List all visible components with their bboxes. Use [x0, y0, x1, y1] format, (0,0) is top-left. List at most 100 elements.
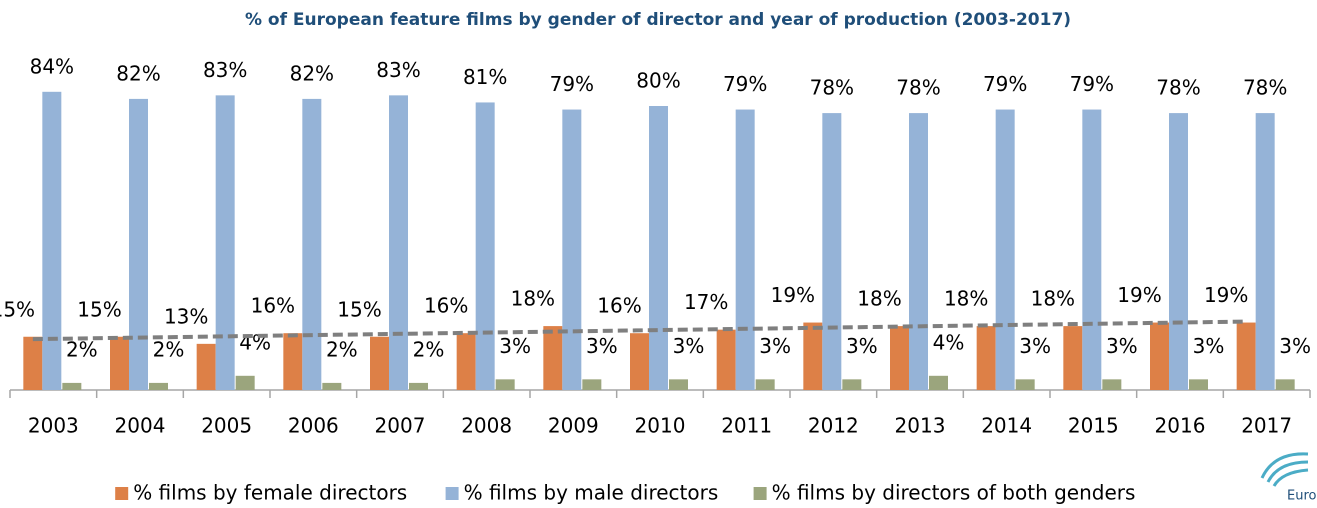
bar	[562, 109, 582, 391]
bar	[1150, 322, 1169, 390]
bar	[110, 336, 129, 390]
x-tick-label: 2016	[1155, 414, 1206, 438]
data-label: 82%	[290, 61, 334, 85]
data-label: 3%	[846, 334, 878, 358]
bar	[582, 379, 602, 390]
data-label: 78%	[896, 76, 940, 100]
bar	[322, 382, 342, 390]
bar	[370, 336, 389, 390]
legend-label: % films by female directors	[133, 481, 407, 505]
data-label: 16%	[251, 294, 295, 318]
bar	[1275, 379, 1295, 390]
data-label: 3%	[1279, 334, 1311, 358]
bar	[1082, 109, 1102, 391]
bar	[755, 379, 775, 390]
x-tick-label: 2011	[721, 414, 772, 438]
data-label: 18%	[511, 287, 555, 311]
data-label: 3%	[1106, 334, 1138, 358]
data-label: 15%	[337, 297, 381, 321]
bar	[302, 98, 322, 391]
x-tick-label: 2004	[115, 414, 166, 438]
bar	[283, 333, 303, 390]
bar	[649, 106, 668, 390]
data-label: 19%	[1117, 283, 1161, 307]
data-label: 83%	[203, 58, 247, 82]
bar	[149, 382, 168, 390]
bar	[735, 109, 755, 391]
bar	[1015, 379, 1035, 390]
bar	[62, 382, 82, 390]
bar	[1102, 379, 1122, 390]
bar	[803, 322, 823, 390]
bar	[1255, 113, 1275, 390]
data-label: 15%	[77, 297, 121, 321]
data-label: 16%	[597, 294, 641, 318]
legend-label: % films by male directors	[464, 481, 719, 505]
data-label: 17%	[684, 290, 728, 314]
bar	[23, 336, 43, 390]
x-tick-label: 2007	[375, 414, 426, 438]
legend-swatch	[753, 487, 767, 500]
data-label: 13%	[164, 304, 208, 328]
data-label: 18%	[857, 287, 901, 311]
x-tick-label: 2006	[288, 414, 339, 438]
bar	[1189, 379, 1208, 390]
bar	[630, 333, 649, 390]
data-label: 3%	[673, 334, 705, 358]
bar	[215, 95, 235, 390]
x-tick-label: 2014	[981, 414, 1032, 438]
data-label: 78%	[810, 76, 854, 100]
bar	[543, 326, 563, 390]
bar	[475, 102, 495, 390]
bar	[42, 91, 62, 391]
data-label: 79%	[983, 72, 1027, 96]
data-label: 3%	[499, 334, 531, 358]
bar	[456, 333, 476, 390]
data-label: 18%	[1031, 287, 1075, 311]
bar	[842, 379, 862, 390]
x-tick-label: 2015	[1068, 414, 1119, 438]
data-label: 2%	[413, 337, 445, 361]
data-label: 78%	[1243, 76, 1287, 100]
data-label: 2%	[66, 337, 98, 361]
x-tick-label: 2009	[548, 414, 599, 438]
chart-title: % of European feature films by gender of…	[245, 10, 1071, 30]
bar	[495, 379, 515, 390]
data-label: 3%	[586, 334, 618, 358]
data-label: 78%	[1156, 76, 1200, 100]
bar	[716, 329, 736, 390]
legend-label: % films by directors of both genders	[772, 481, 1136, 505]
x-tick-label: 2008	[461, 414, 512, 438]
data-label: 81%	[463, 65, 507, 89]
data-label: 3%	[1019, 334, 1051, 358]
data-label: 2%	[153, 337, 185, 361]
x-tick-label: 2013	[895, 414, 946, 438]
data-label: 79%	[1070, 72, 1114, 96]
data-label: 80%	[636, 69, 680, 93]
data-label: 19%	[1204, 283, 1248, 307]
logo-text: Euro	[1287, 489, 1317, 504]
data-label: 84%	[30, 54, 74, 78]
bar	[1169, 113, 1188, 390]
bar	[409, 382, 428, 390]
bar	[196, 343, 216, 390]
data-label: 19%	[771, 283, 815, 307]
legend-swatch	[445, 487, 459, 500]
data-label: 82%	[116, 61, 160, 85]
data-label: 3%	[759, 334, 791, 358]
x-tick-label: 2010	[635, 414, 686, 438]
trendline	[32, 319, 1247, 342]
bar	[1063, 326, 1083, 390]
legend-swatch	[115, 487, 129, 500]
data-label: 3%	[1193, 334, 1225, 358]
data-label: 83%	[376, 58, 420, 82]
bar	[929, 375, 948, 390]
logo: Euro	[1260, 452, 1317, 504]
bar	[976, 326, 996, 390]
bar	[1236, 322, 1256, 390]
bar	[129, 98, 148, 391]
data-label: 16%	[424, 294, 468, 318]
x-tick-label: 2017	[1241, 414, 1292, 438]
data-label: 79%	[723, 72, 767, 96]
